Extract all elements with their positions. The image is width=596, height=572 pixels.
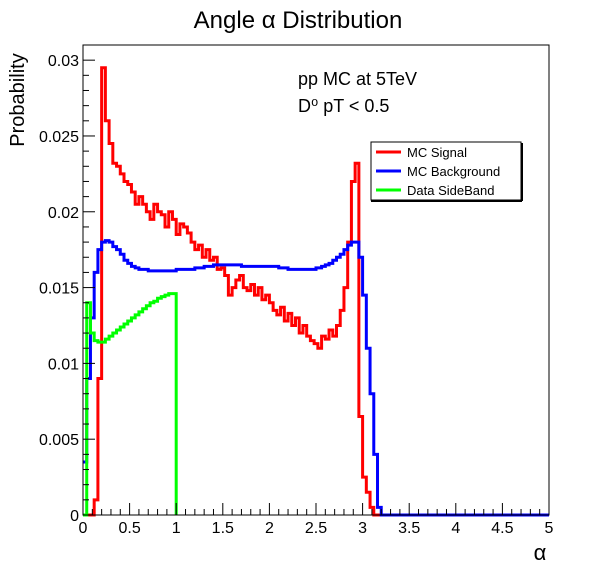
x-tick-label: 3 [358,520,367,537]
x-tick-label: 1 [172,520,181,537]
y-tick-label: 0.02 [48,205,79,222]
x-tick-label: 5 [545,520,554,537]
legend: MC Signal MC Background Data SideBand [370,141,523,202]
x-tick-label: 3.5 [398,520,420,537]
y-tick-label: 0.025 [39,129,79,146]
x-tick-label: 1.5 [212,520,234,537]
annotation-line1: pp MC at 5TeV [298,69,417,89]
legend-entry-label: MC Background [407,164,500,179]
x-tick-label: 0 [79,520,88,537]
y-tick-label: 0.03 [48,53,79,70]
y-axis-label: Probability [7,53,29,146]
x-axis-label: α [534,540,547,565]
x-tick-label: 2 [265,520,274,537]
y-tick-label: 0.005 [39,432,79,449]
x-tick-label: 0.5 [118,520,140,537]
axis-ticks: 0 0.5 1 1.5 2 2.5 3 3.5 4 4.5 5 0 0.005 0.01 0.015 0.02… [39,53,554,537]
legend-entry-label: Data SideBand [407,183,494,198]
annotation-line2: D⁰ pT < 0.5 [298,96,389,116]
x-tick-label: 4 [451,520,460,537]
series-line-2 [83,292,178,517]
x-tick-label: 4.5 [491,520,513,537]
series-line-1 [83,239,549,517]
series-line-0 [83,66,549,517]
x-tick-label: 2.5 [305,520,327,537]
y-tick-label: 0.015 [39,281,79,298]
chart-title: Angle α Distribution [194,7,403,34]
y-tick-label: 0.01 [48,356,79,373]
series-group [83,66,549,517]
legend-entry-label: MC Signal [407,145,467,160]
y-tick-label: 0 [70,508,79,525]
